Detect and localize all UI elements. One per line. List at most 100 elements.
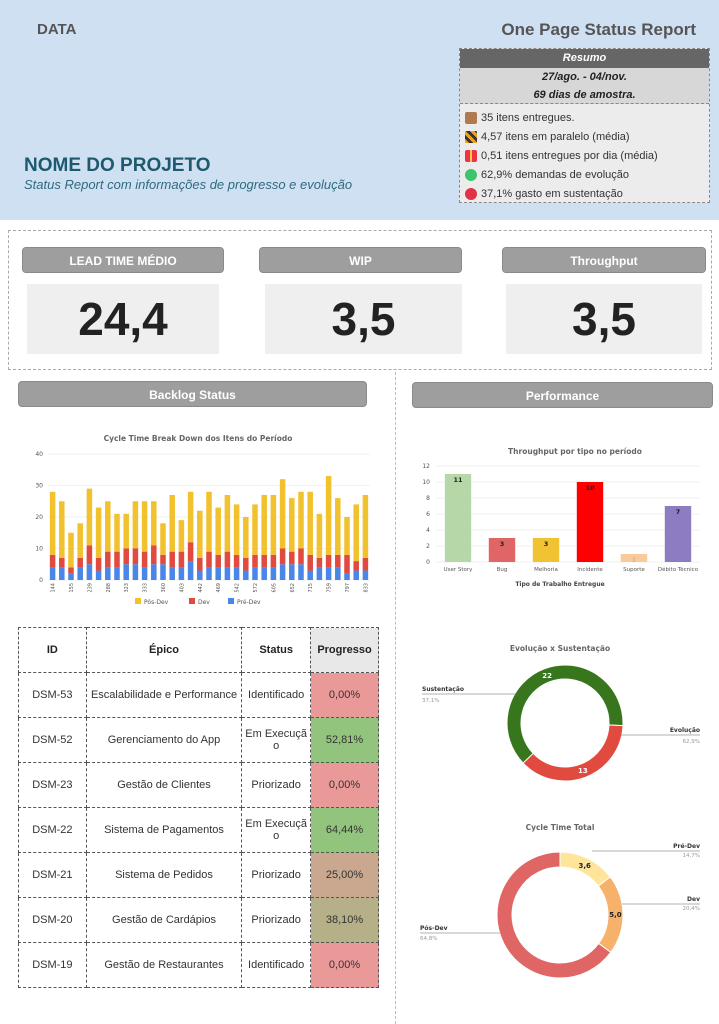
bar-segment: [169, 551, 175, 568]
epic-status-table: ID Épico Status Progresso DSM-53 Escalabi…: [18, 627, 379, 988]
col-header-epic: Épico: [85, 627, 243, 673]
y-tick-label: 0: [39, 577, 43, 584]
x-tick-label: 155: [69, 583, 75, 593]
slice-pct: 37,1%: [422, 698, 439, 704]
bar-segment: [270, 494, 277, 555]
data-label: 3: [500, 540, 505, 548]
y-tick-label: 10: [35, 546, 43, 553]
y-tick-label: 0: [426, 559, 430, 566]
bar-segment: [187, 561, 194, 580]
backlog-status-title: Backlog Status: [18, 381, 367, 407]
performance-title: Performance: [412, 382, 713, 408]
green-circle-icon: [465, 168, 477, 181]
cell-epic: Gerenciamento do App: [85, 717, 243, 763]
bar-segment: [123, 564, 129, 580]
bar-segment: [132, 548, 139, 565]
bar-segment: [224, 494, 231, 552]
bar-segment: [362, 557, 369, 571]
x-tick-label: Melhoria: [534, 567, 558, 573]
bar-segment: [261, 554, 267, 568]
x-tick-label: 759: [327, 583, 333, 593]
slice-value: 13: [578, 767, 588, 775]
bar-segment: [49, 554, 56, 568]
cell-id: DSM-52: [18, 717, 87, 763]
bar-segment: [141, 551, 148, 568]
cell-progress: 0,00%: [310, 762, 379, 808]
kpi-wip-title: WIP: [259, 247, 462, 273]
bar-segment: [187, 491, 194, 543]
bar-segment: [197, 557, 203, 571]
x-tick-label: 797: [345, 583, 351, 593]
x-tick-label: 288: [106, 583, 112, 593]
slice-value: 3,6: [579, 862, 592, 870]
data-label: DATA: [37, 21, 77, 38]
table-row: DSM-52 Gerenciamento do App Em Execução 52,…: [18, 717, 379, 763]
summary-title: Resumo: [460, 49, 709, 68]
slice-label: Evolução: [670, 727, 700, 734]
cell-status: Priorizado: [241, 762, 312, 808]
bar-segment: [252, 567, 258, 580]
kpi-wip-value: 3,5: [265, 284, 462, 354]
bar-segment: [335, 498, 341, 555]
x-tick-label: 144: [51, 583, 57, 593]
bar-segment: [77, 557, 83, 568]
kpi-lead-time-title: LEAD TIME MÉDIO: [22, 247, 224, 273]
bar-segment: [95, 557, 102, 571]
cell-progress: 52,81%: [310, 717, 379, 763]
bar-segment: [49, 491, 56, 555]
package-icon: [465, 111, 477, 124]
cell-epic: Gestão de Clientes: [85, 762, 243, 808]
bar-segment: [114, 513, 120, 552]
bar-segment: [224, 567, 231, 580]
cycle-time-total-chart: Cycle Time Total 3,6 5,0 Pré-Dev 14,7% Dev 20,…: [420, 823, 700, 979]
chart-title: Evolução x Sustentação: [510, 644, 610, 653]
legend-label: Dev: [198, 599, 210, 606]
slice-pct: 62,9%: [683, 739, 700, 745]
bar-segment: [86, 564, 93, 580]
x-tick-label: 469: [216, 583, 222, 593]
y-tick-label: 12: [422, 463, 430, 470]
bar-segment: [289, 551, 295, 565]
x-tick-label: 360: [161, 583, 167, 593]
slice-value: 22: [542, 672, 552, 680]
y-tick-label: 10: [422, 479, 430, 486]
report-title: One Page Status Report: [501, 20, 696, 39]
cell-progress: 64,44%: [310, 807, 379, 853]
bar-segment: [316, 557, 323, 568]
bar-segment: [187, 542, 194, 562]
x-tick-label: 239: [87, 583, 93, 593]
legend-swatch: [228, 598, 234, 604]
bar-segment: [105, 501, 111, 552]
barrier-icon: [465, 130, 477, 143]
bar-segment: [353, 561, 359, 571]
bar-segment: [316, 567, 323, 580]
slice-label: Pré-Dev: [673, 843, 700, 850]
summary-period: 27/ago. - 04/nov.: [460, 68, 709, 86]
y-tick-label: 40: [35, 451, 43, 458]
bar-segment: [68, 532, 74, 568]
pie-slice: [496, 851, 612, 979]
summary-item: 62,9% demandas de evolução: [465, 165, 709, 184]
legend-label: Pré-Dev: [237, 599, 261, 606]
cell-id: DSM-20: [18, 897, 87, 943]
x-tick-label: Bug: [497, 567, 508, 573]
cell-status: Identificado: [241, 942, 312, 988]
bar-segment: [243, 570, 249, 580]
cell-status: Em Execução: [241, 807, 312, 853]
bar-segment: [307, 570, 313, 580]
throughput-by-type-chart: Throughput por tipo no período 0 2 4 6 8 10 12 1…: [422, 447, 700, 588]
y-tick-label: 30: [35, 483, 43, 490]
summary-item: 4,57 itens em paralelo (média): [465, 127, 709, 146]
bar: [576, 482, 604, 562]
bar-segment: [160, 554, 166, 565]
table-row: DSM-53 Escalabilidade e Performance Identi…: [18, 672, 379, 718]
table-row: DSM-21 Sistema de Pedidos Priorizado 25,00%: [18, 852, 379, 898]
x-tick-label: 652: [290, 583, 296, 593]
cell-epic: Sistema de Pagamentos: [85, 807, 243, 853]
cell-progress: 0,00%: [310, 942, 379, 988]
bar-segment: [243, 557, 249, 571]
bar: [532, 538, 560, 562]
bar-segment: [362, 570, 369, 580]
bar-segment: [169, 567, 175, 580]
bar-segment: [252, 554, 258, 568]
